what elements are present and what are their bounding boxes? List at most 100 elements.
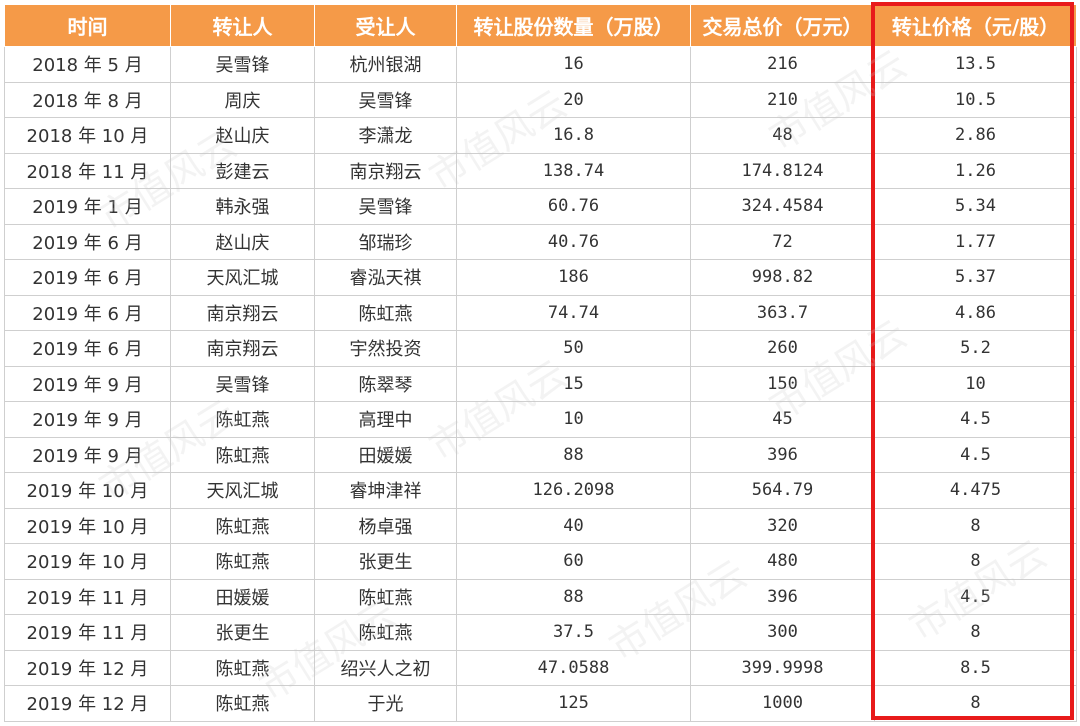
table-cell: 张更生 — [170, 614, 315, 651]
table-cell: 320 — [690, 507, 875, 544]
table-cell: 260 — [690, 330, 875, 367]
table-cell: 吴雪锋 — [314, 81, 457, 118]
table-row: 2018 年 5 月吴雪锋 杭州银湖 16 216 13.5 — [4, 46, 1077, 83]
table-cell: 72 — [690, 223, 875, 260]
table-cell: 4.5 — [874, 401, 1077, 438]
table-cell: 吴雪锋 — [170, 365, 315, 402]
table-row: 2019 年 6 月南京翔云 宇然投资 50 260 5.2 — [4, 330, 1077, 367]
table-cell: 363.7 — [690, 294, 875, 331]
share-transfer-table: 时间 转让人 受让人 转让股份数量（万股） 交易总价（万元） 转让价格（元/股） 2018… — [4, 4, 1077, 722]
table-cell: 南京翔云 — [170, 330, 315, 367]
table-cell: 564.79 — [690, 472, 875, 509]
table-cell: 40 — [456, 507, 691, 544]
table-cell: 480 — [690, 543, 875, 580]
table-cell: 南京翔云 — [170, 294, 315, 331]
table-cell: 60 — [456, 543, 691, 580]
table-cell: 杨卓强 — [314, 507, 457, 544]
table-row: 2019 年 11 月田媛媛 陈虹燕 88 396 4.5 — [4, 578, 1077, 615]
table-cell: 47.0588 — [456, 649, 691, 686]
table-cell: 李潇龙 — [314, 117, 457, 154]
table-cell: 高理中 — [314, 401, 457, 438]
table-cell: 陈虹燕 — [170, 685, 315, 722]
table-cell: 2019 年 6 月 — [4, 259, 171, 296]
table-cell: 210 — [690, 81, 875, 118]
table-cell: 韩永强 — [170, 188, 315, 225]
table-row: 2019 年 10 月天风汇城 睿坤津祥 126.2098 564.79 4.475 — [4, 472, 1077, 509]
table-cell: 赵山庆 — [170, 223, 315, 260]
table-cell: 2019 年 6 月 — [4, 330, 171, 367]
table-cell: 2018 年 8 月 — [4, 81, 171, 118]
table-cell: 5.37 — [874, 259, 1077, 296]
table-cell: 216 — [690, 46, 875, 83]
table-cell: 2019 年 9 月 — [4, 436, 171, 473]
table-cell: 周庆 — [170, 81, 315, 118]
table-cell: 天风汇城 — [170, 472, 315, 509]
table-cell: 陈虹燕 — [170, 649, 315, 686]
table-row: 2019 年 1 月韩永强 吴雪锋 60.76 324.4584 5.34 — [4, 188, 1077, 225]
table-cell: 16.8 — [456, 117, 691, 154]
column-header: 受让人 — [314, 4, 457, 47]
table-cell: 4.86 — [874, 294, 1077, 331]
table-cell: 10 — [874, 365, 1077, 402]
table-cell: 399.9998 — [690, 649, 875, 686]
table-cell: 田媛媛 — [170, 578, 315, 615]
table-cell: 2019 年 10 月 — [4, 543, 171, 580]
table-cell: 74.74 — [456, 294, 691, 331]
table-cell: 2018 年 5 月 — [4, 46, 171, 83]
table-cell: 陈虹燕 — [314, 614, 457, 651]
table-cell: 150 — [690, 365, 875, 402]
table-cell: 2019 年 9 月 — [4, 401, 171, 438]
table-cell: 2019 年 10 月 — [4, 507, 171, 544]
table-cell: 300 — [690, 614, 875, 651]
table-cell: 5.2 — [874, 330, 1077, 367]
table-cell: 2019 年 12 月 — [4, 685, 171, 722]
table-cell: 田媛媛 — [314, 436, 457, 473]
table-row: 2018 年 8 月周庆 吴雪锋 20 210 10.5 — [4, 81, 1077, 118]
table-cell: 2019 年 6 月 — [4, 223, 171, 260]
table-cell: 陈虹燕 — [314, 294, 457, 331]
table-cell: 396 — [690, 578, 875, 615]
table-cell: 2019 年 9 月 — [4, 365, 171, 402]
table-cell: 睿泓天祺 — [314, 259, 457, 296]
header-row: 时间 转让人 受让人 转让股份数量（万股） 交易总价（万元） 转让价格（元/股） — [4, 4, 1077, 47]
table-row: 2019 年 12 月陈虹燕 于光 125 1000 8 — [4, 685, 1077, 722]
table-cell: 10 — [456, 401, 691, 438]
table-cell: 杭州银湖 — [314, 46, 457, 83]
table-cell: 40.76 — [456, 223, 691, 260]
table-cell: 天风汇城 — [170, 259, 315, 296]
table-row: 2019 年 6 月南京翔云 陈虹燕 74.74 363.7 4.86 — [4, 294, 1077, 331]
column-header: 交易总价（万元） — [690, 4, 875, 47]
table-cell: 138.74 — [456, 152, 691, 189]
table-cell: 186 — [456, 259, 691, 296]
table-cell: 张更生 — [314, 543, 457, 580]
table-cell: 2019 年 6 月 — [4, 294, 171, 331]
table-cell: 陈虹燕 — [170, 543, 315, 580]
table-cell: 125 — [456, 685, 691, 722]
table-cell: 赵山庆 — [170, 117, 315, 154]
table-cell: 1000 — [690, 685, 875, 722]
table-cell: 吴雪锋 — [314, 188, 457, 225]
table-row: 2019 年 9 月陈虹燕 田媛媛 88 396 4.5 — [4, 436, 1077, 473]
table-row: 2019 年 6 月赵山庆 邹瑞珍 40.76 72 1.77 — [4, 223, 1077, 260]
table-cell: 16 — [456, 46, 691, 83]
table-cell: 8 — [874, 507, 1077, 544]
table-row: 2019 年 9 月陈虹燕 高理中 10 45 4.5 — [4, 401, 1077, 438]
table-cell: 邹瑞珍 — [314, 223, 457, 260]
table-cell: 陈虹燕 — [170, 507, 315, 544]
table-body: 2018 年 5 月吴雪锋 杭州银湖 16 216 13.5 2018 年 8 月周庆 吴雪… — [4, 46, 1077, 722]
table-cell: 8 — [874, 614, 1077, 651]
table-row: 2019 年 10 月陈虹燕 杨卓强 40 320 8 — [4, 507, 1077, 544]
table-cell: 50 — [456, 330, 691, 367]
column-header: 转让股份数量（万股） — [456, 4, 691, 47]
table-cell: 陈虹燕 — [314, 578, 457, 615]
table-cell: 4.475 — [874, 472, 1077, 509]
table-cell: 13.5 — [874, 46, 1077, 83]
table-cell: 396 — [690, 436, 875, 473]
table-row: 2018 年 10 月赵山庆 李潇龙 16.8 48 2.86 — [4, 117, 1077, 154]
column-header: 时间 — [4, 4, 171, 47]
table-cell: 2019 年 11 月 — [4, 578, 171, 615]
table-header: 时间 转让人 受让人 转让股份数量（万股） 交易总价（万元） 转让价格（元/股） — [4, 4, 1077, 47]
table-cell: 宇然投资 — [314, 330, 457, 367]
table-cell: 于光 — [314, 685, 457, 722]
